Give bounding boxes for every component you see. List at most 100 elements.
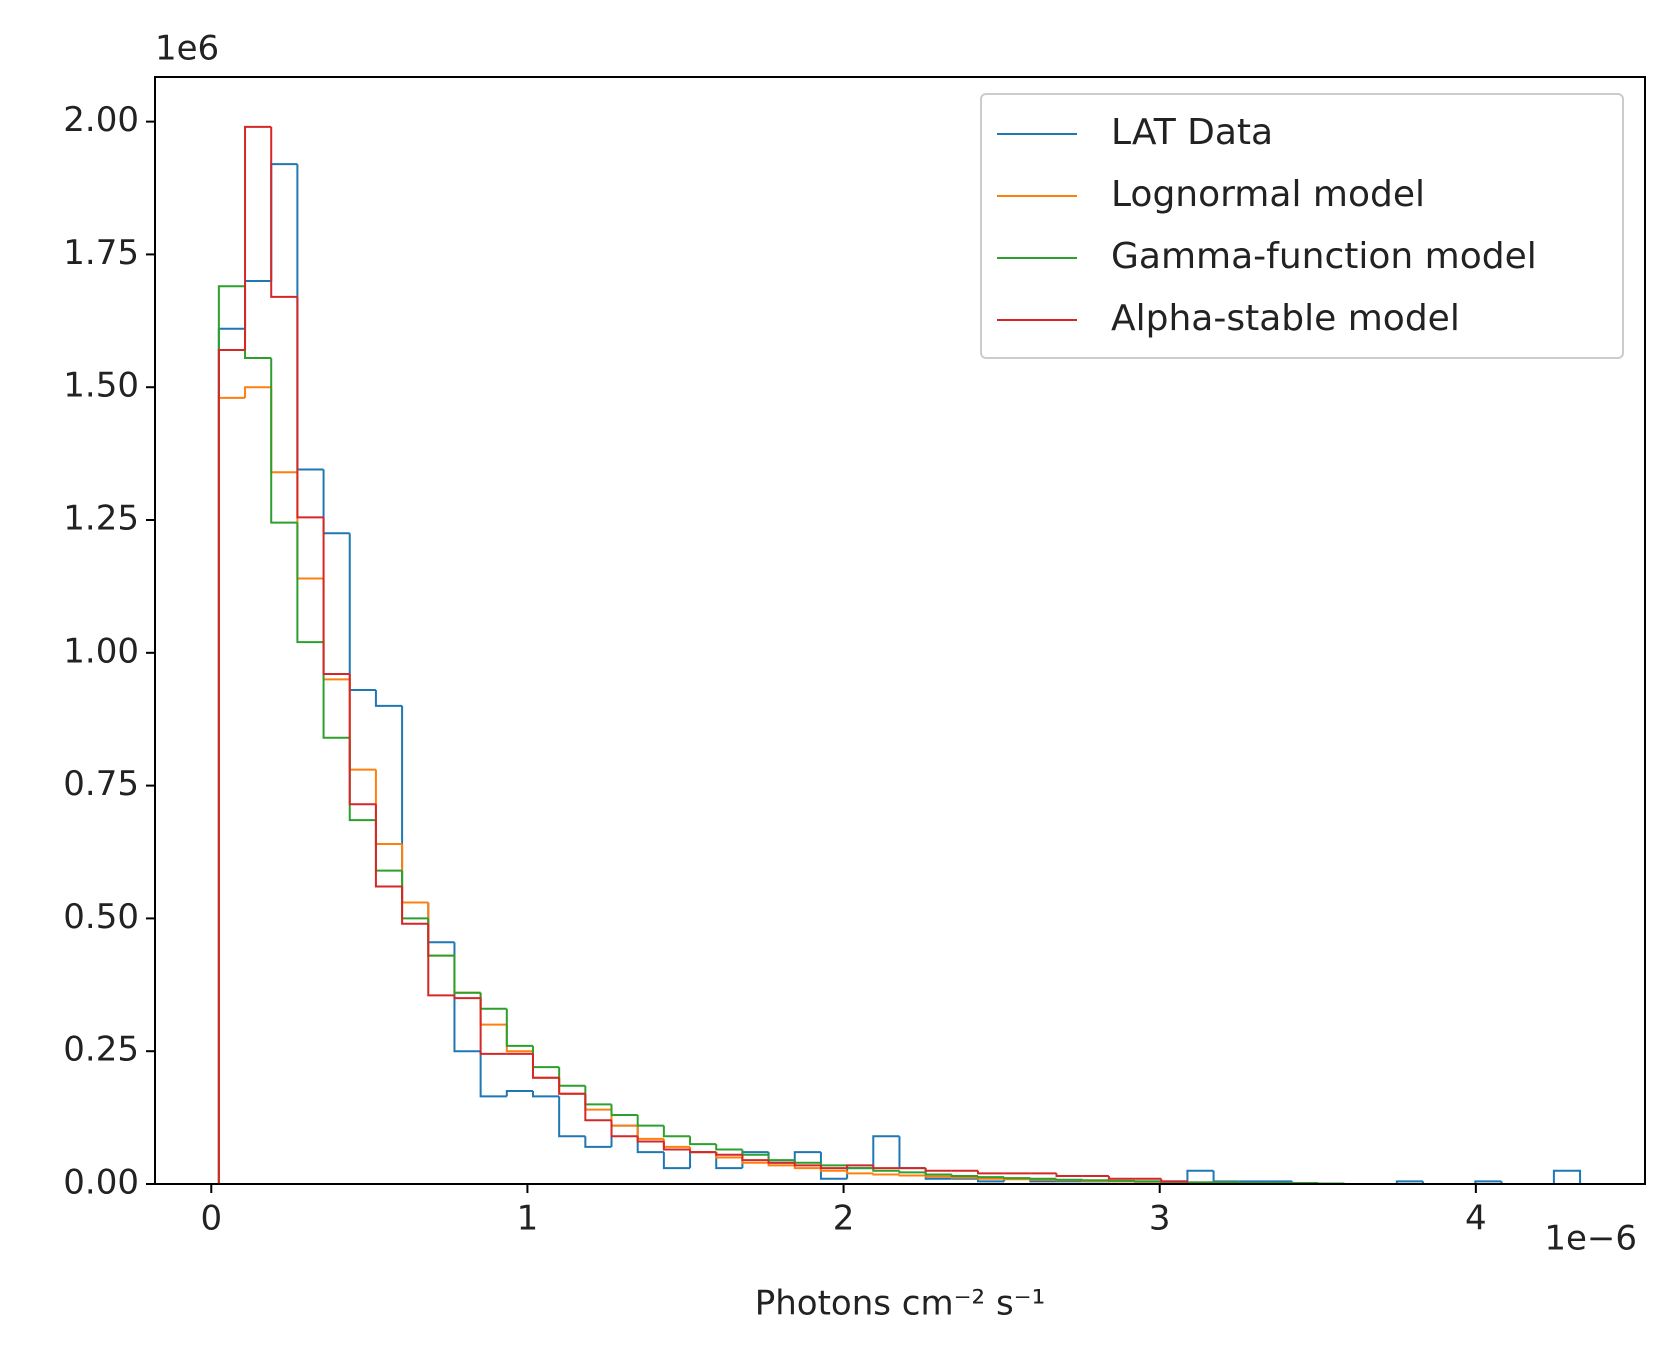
x-tick-label: 3 (1149, 1199, 1171, 1239)
histogram-step (898, 1136, 926, 1170)
y-tick-label: 2.00 (63, 100, 139, 140)
legend-label: Gamma-function model (1111, 236, 1537, 277)
legend: LAT Data Lognormal model Gamma-function mo… (980, 93, 1624, 359)
histogram-step (427, 923, 455, 997)
histogram-step (924, 1175, 952, 1178)
histogram-step (531, 1051, 560, 1079)
histogram-step (401, 705, 429, 904)
histogram-step (584, 1093, 612, 1111)
histogram-step (427, 902, 455, 957)
histogram-step (819, 1165, 848, 1170)
histogram-series (217, 386, 1581, 1185)
histogram-step (322, 517, 350, 676)
histogram-step (1107, 1179, 1136, 1182)
plot-frame (154, 76, 1646, 1185)
y-tick-label: 1.00 (63, 631, 139, 671)
histogram-step (322, 578, 350, 681)
histogram-step (584, 1093, 612, 1122)
histogram-step (767, 1154, 795, 1162)
histogram-step (715, 1144, 743, 1151)
histogram-step (505, 1024, 533, 1053)
histogram-step (401, 870, 429, 920)
histogram-series (217, 285, 1581, 1185)
histogram-step (1134, 1180, 1162, 1183)
histogram-step (427, 902, 455, 944)
histogram-step (924, 1172, 952, 1176)
histogram-step (898, 1170, 926, 1174)
histogram-step (270, 126, 298, 298)
histogram-step (924, 1168, 952, 1172)
histogram-step (793, 1151, 821, 1163)
histogram-step (244, 279, 272, 329)
histogram-step (453, 955, 481, 994)
histogram-step (1186, 1169, 1214, 1182)
histogram-step (479, 998, 507, 1055)
histogram-step (793, 1160, 821, 1164)
histogram-step (244, 125, 272, 351)
histogram-step (217, 349, 246, 1184)
histogram-step (1003, 1177, 1031, 1180)
histogram-step (453, 942, 481, 1053)
legend-label: Lognormal model (1111, 174, 1425, 215)
histogram-step (584, 1136, 612, 1148)
y-tick-label: 0.25 (63, 1030, 139, 1070)
histogram-step (872, 1165, 900, 1170)
histogram-step (505, 1008, 533, 1047)
histogram-step (217, 327, 246, 1184)
histogram-step (741, 1154, 769, 1162)
histogram-step (1029, 1177, 1057, 1180)
histogram-step (662, 1141, 691, 1151)
histogram-step (374, 689, 403, 707)
x-tick-label: 0 (200, 1199, 222, 1239)
histogram-step (1212, 1170, 1240, 1183)
histogram-step (898, 1174, 926, 1177)
x-tick-label: 4 (1465, 1199, 1487, 1239)
legend-box (980, 93, 1624, 359)
histogram-step (453, 955, 481, 994)
histogram-step (479, 992, 507, 1010)
x-offset-text: 1e−6 (1544, 1219, 1637, 1259)
histogram-step (793, 1162, 821, 1167)
histogram-step (453, 995, 481, 1000)
histogram-step (1552, 1169, 1582, 1184)
histogram-step (296, 296, 324, 519)
histogram-step (976, 1176, 1005, 1179)
histogram-step (217, 285, 246, 1184)
histogram-step (1055, 1173, 1083, 1178)
histogram-step (531, 1091, 560, 1098)
y-tick-label: 1.50 (63, 366, 139, 406)
histogram-step (505, 1090, 533, 1097)
legend-label: LAT Data (1111, 112, 1273, 153)
histogram-step (767, 1160, 795, 1164)
histogram-step (819, 1162, 848, 1167)
histogram-step (479, 1051, 507, 1098)
y-offset-text: 1e6 (155, 29, 219, 69)
histogram-step (1238, 1181, 1266, 1184)
histogram-step (846, 1170, 874, 1175)
histogram-series (217, 125, 1581, 1185)
histogram-step (296, 522, 324, 644)
x-axis-label: Photons cm⁻² s⁻¹ (755, 1284, 1046, 1324)
histogram-step (270, 387, 298, 474)
y-tick-label: 0.00 (63, 1163, 139, 1203)
x-tick-label: 1 (517, 1199, 539, 1239)
histogram-step (1107, 1176, 1136, 1180)
histogram-step (584, 1085, 612, 1106)
histogram-step (636, 1125, 664, 1140)
histogram-step (846, 1164, 874, 1169)
histogram-step (610, 1109, 638, 1127)
histogram-step (270, 358, 298, 524)
histogram-step (1081, 1179, 1109, 1182)
histogram-step (767, 1152, 795, 1164)
histogram-step (689, 1136, 717, 1146)
y-tick-label: 1.75 (63, 233, 139, 273)
histogram-step (374, 804, 403, 888)
histogram-step (872, 1135, 900, 1169)
histogram-step (558, 1096, 586, 1138)
histogram-step (244, 286, 272, 359)
histogram-step (662, 1125, 691, 1138)
histogram-step (610, 1120, 638, 1138)
histogram-step (636, 1114, 664, 1127)
histogram-step (348, 533, 376, 691)
